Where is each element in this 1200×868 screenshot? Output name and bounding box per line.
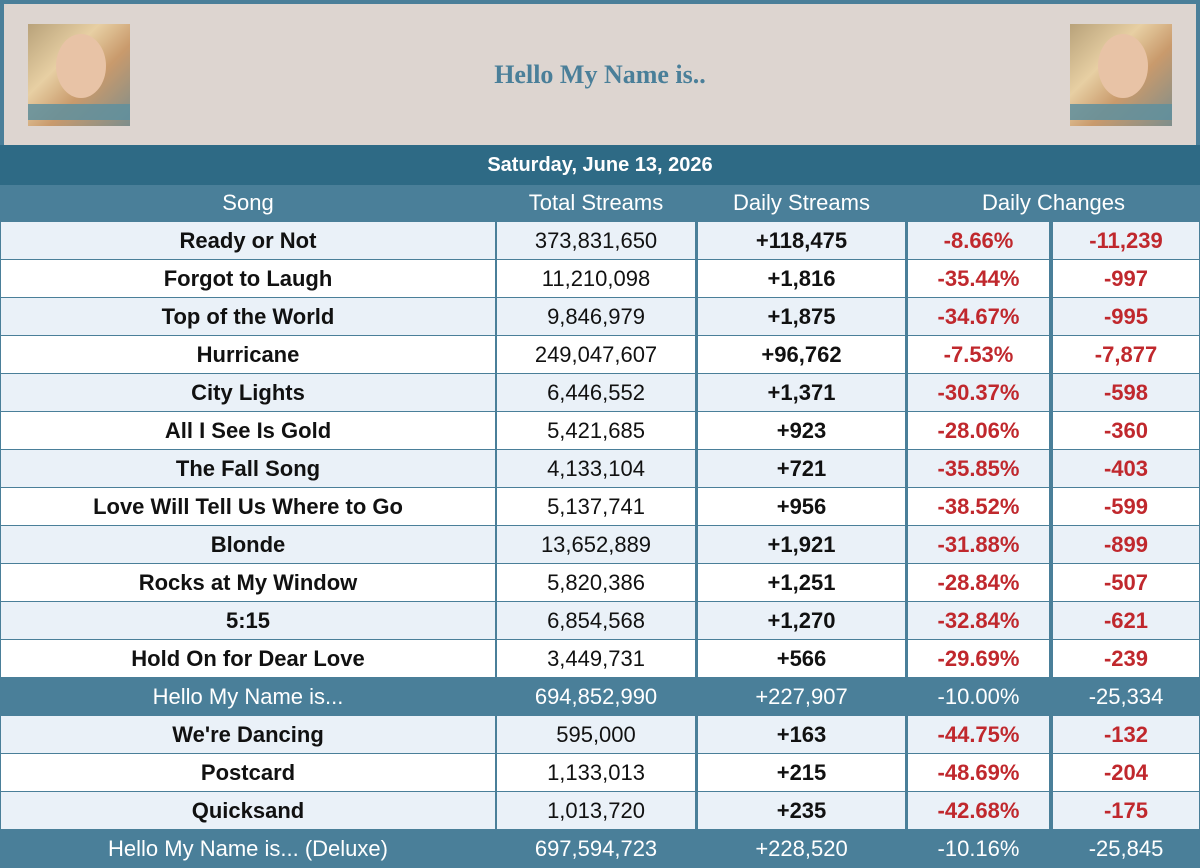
cell-daily-streams: +118,475 — [698, 222, 905, 259]
cell-daily-change: -7,877 — [1053, 336, 1199, 373]
cell-total-streams: 5,421,685 — [497, 412, 695, 449]
cell-total-streams: 13,652,889 — [497, 526, 695, 563]
cell-daily-streams: +1,270 — [698, 602, 905, 639]
cell-daily-change-pct: -34.67% — [908, 298, 1049, 335]
cell-daily-change: -995 — [1053, 298, 1199, 335]
cell-daily-streams: +235 — [698, 792, 905, 829]
cell-daily-change: -132 — [1053, 716, 1199, 753]
cell-total-streams: 11,210,098 — [497, 260, 695, 297]
cell-daily-change-pct: -7.53% — [908, 336, 1049, 373]
cell-daily-change-pct: -31.88% — [908, 526, 1049, 563]
total-daily-streams: +227,907 — [755, 684, 848, 709]
total-total-streams: 694,852,990 — [534, 684, 658, 709]
cell-daily-streams: +1,371 — [698, 374, 905, 411]
cell-daily-change: -175 — [1053, 792, 1199, 829]
total-row — [0, 678, 1200, 716]
cell-total-streams: 595,000 — [497, 716, 695, 753]
cell-daily-change-pct: -35.44% — [908, 260, 1049, 297]
cell-total-streams: 373,831,650 — [497, 222, 695, 259]
cell-daily-streams: +163 — [698, 716, 905, 753]
cell-daily-change-pct: -42.68% — [908, 792, 1049, 829]
cell-song: Ready or Not — [1, 222, 495, 259]
cell-daily-change: -360 — [1053, 412, 1199, 449]
cell-song: We're Dancing — [1, 716, 495, 753]
cell-song: Hurricane — [1, 336, 495, 373]
cell-song: Love Will Tell Us Where to Go — [1, 488, 495, 525]
total-daily-change: -25,334 — [1088, 684, 1164, 709]
cell-daily-change: -11,239 — [1053, 222, 1199, 259]
album-cover — [1070, 24, 1172, 126]
cell-total-streams: 3,449,731 — [497, 640, 695, 677]
cell-daily-change-pct: -29.69% — [908, 640, 1049, 677]
cell-total-streams: 249,047,607 — [497, 336, 695, 373]
column-header-row — [0, 185, 1200, 222]
total-song: Hello My Name is... — [152, 684, 344, 709]
cell-song: Quicksand — [1, 792, 495, 829]
cell-total-streams: 9,846,979 — [497, 298, 695, 335]
cell-song: Top of the World — [1, 298, 495, 335]
column-header: Daily Changes — [981, 190, 1126, 215]
cell-daily-change-pct: -32.84% — [908, 602, 1049, 639]
column-header: Daily Streams — [733, 190, 870, 215]
album-cover — [28, 24, 130, 126]
cell-daily-change: -599 — [1053, 488, 1199, 525]
cell-daily-change-pct: -35.85% — [908, 450, 1049, 487]
cell-daily-streams: +1,921 — [698, 526, 905, 563]
cell-daily-change: -239 — [1053, 640, 1199, 677]
cell-daily-streams: +96,762 — [698, 336, 905, 373]
cell-song: 5:15 — [1, 602, 495, 639]
cell-daily-streams: +215 — [698, 754, 905, 791]
cell-song: Hold On for Dear Love — [1, 640, 495, 677]
cell-daily-change: -403 — [1053, 450, 1199, 487]
cell-song: City Lights — [1, 374, 495, 411]
total-row — [0, 830, 1200, 868]
cell-song: Postcard — [1, 754, 495, 791]
cell-daily-streams: +566 — [698, 640, 905, 677]
title: Hello My Name is.. — [494, 60, 706, 89]
cell-song: Blonde — [1, 526, 495, 563]
cell-daily-change: -899 — [1053, 526, 1199, 563]
cell-daily-change-pct: -48.69% — [908, 754, 1049, 791]
cell-total-streams: 6,854,568 — [497, 602, 695, 639]
total-total-streams: 697,594,723 — [534, 836, 658, 861]
cell-daily-change-pct: -38.52% — [908, 488, 1049, 525]
cell-song: The Fall Song — [1, 450, 495, 487]
column-header: Song — [222, 190, 274, 215]
cell-song: Forgot to Laugh — [1, 260, 495, 297]
header: Hello My Name is.. — [4, 4, 1196, 145]
cell-daily-streams: +956 — [698, 488, 905, 525]
cell-song: All I See Is Gold — [1, 412, 495, 449]
total-daily-change-pct: -10.00% — [937, 684, 1020, 709]
cell-daily-change-pct: -28.84% — [908, 564, 1049, 601]
cell-daily-change-pct: -28.06% — [908, 412, 1049, 449]
cell-daily-streams: +1,875 — [698, 298, 905, 335]
cell-daily-streams: +923 — [698, 412, 905, 449]
cell-daily-streams: +1,816 — [698, 260, 905, 297]
cell-daily-change-pct: -44.75% — [908, 716, 1049, 753]
cell-daily-change-pct: -8.66% — [908, 222, 1049, 259]
cell-total-streams: 4,133,104 — [497, 450, 695, 487]
column-header: Total Streams — [528, 190, 664, 215]
cell-daily-streams: +1,251 — [698, 564, 905, 601]
cell-daily-change: -621 — [1053, 602, 1199, 639]
total-daily-streams: +228,520 — [755, 836, 848, 861]
cell-total-streams: 1,133,013 — [497, 754, 695, 791]
cell-total-streams: 6,446,552 — [497, 374, 695, 411]
cell-daily-change: -204 — [1053, 754, 1199, 791]
cell-song: Rocks at My Window — [1, 564, 495, 601]
cell-daily-change: -598 — [1053, 374, 1199, 411]
cell-daily-change: -507 — [1053, 564, 1199, 601]
cell-total-streams: 5,820,386 — [497, 564, 695, 601]
cell-daily-change: -997 — [1053, 260, 1199, 297]
cell-daily-change-pct: -30.37% — [908, 374, 1049, 411]
date-bar: Saturday, June 13, 2026 — [0, 145, 1200, 185]
cell-total-streams: 1,013,720 — [497, 792, 695, 829]
total-daily-change-pct: -10.16% — [937, 836, 1020, 861]
cell-daily-streams: +721 — [698, 450, 905, 487]
total-song: Hello My Name is... (Deluxe) — [108, 836, 388, 861]
cell-total-streams: 5,137,741 — [497, 488, 695, 525]
total-daily-change: -25,845 — [1088, 836, 1164, 861]
